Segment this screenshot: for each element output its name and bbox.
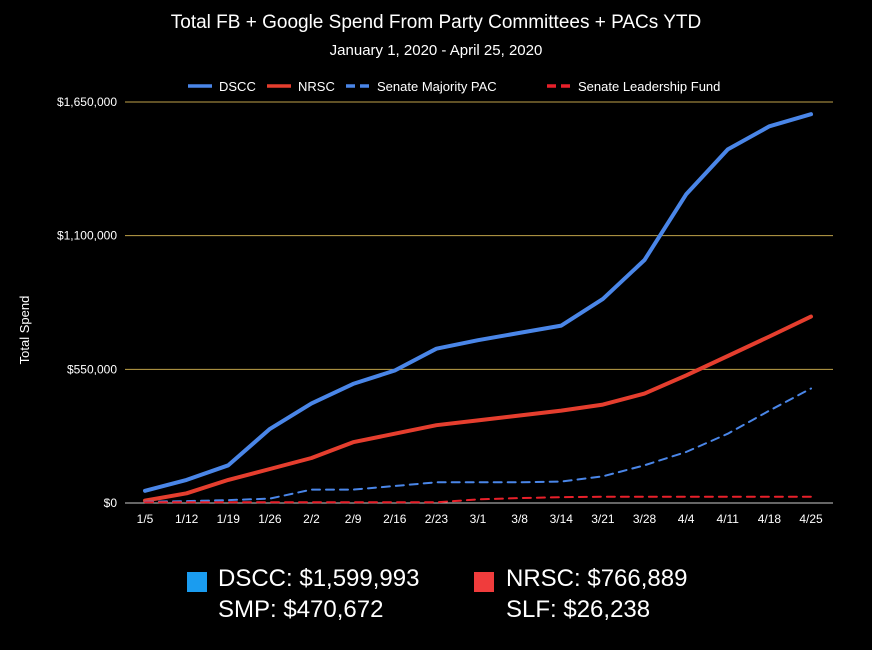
smp-total: SMP: $470,672 bbox=[218, 596, 384, 623]
gridlines bbox=[125, 101, 833, 504]
dscc-total: DSCC: $1,599,993 bbox=[218, 565, 420, 592]
x-tick-label: 4/18 bbox=[758, 512, 782, 526]
x-tick-label: 3/1 bbox=[470, 512, 487, 526]
series-line-senate-leadership-fund bbox=[144, 495, 812, 504]
y-tick-label: $1,100,000 bbox=[57, 229, 117, 243]
chart-title: Total FB + Google Spend From Party Commi… bbox=[171, 12, 701, 33]
legend-label: Senate Leadership Fund bbox=[578, 79, 720, 94]
legend-label: NRSC bbox=[298, 79, 335, 94]
nrsc-swatch bbox=[474, 572, 494, 592]
legend-label: DSCC bbox=[219, 79, 256, 94]
series-lines bbox=[143, 112, 813, 504]
dscc-swatch bbox=[187, 572, 207, 592]
y-tick-label: $1,650,000 bbox=[57, 95, 117, 109]
legend-label: Senate Majority PAC bbox=[377, 79, 497, 94]
x-tick-label: 4/25 bbox=[799, 512, 823, 526]
chart-subtitle: January 1, 2020 - April 25, 2020 bbox=[330, 42, 543, 59]
summary-totals: DSCC: $1,599,993 NRSC: $766,889 SMP: $47… bbox=[0, 560, 872, 650]
x-tick-label: 4/11 bbox=[717, 512, 740, 526]
y-tick-label: $550,000 bbox=[67, 362, 117, 376]
y-axis-label: Total Spend bbox=[17, 296, 32, 365]
x-tick-label: 1/5 bbox=[137, 512, 154, 526]
x-tick-label: 1/12 bbox=[175, 512, 199, 526]
y-tick-label: $0 bbox=[104, 496, 118, 510]
x-tick-label: 3/28 bbox=[633, 512, 657, 526]
line-chart: Total FB + Google Spend From Party Commi… bbox=[17, 12, 833, 526]
x-tick-label: 2/23 bbox=[425, 512, 449, 526]
x-tick-label: 3/14 bbox=[550, 512, 574, 526]
x-tick-label: 3/21 bbox=[591, 512, 615, 526]
x-tick-label: 4/4 bbox=[678, 512, 695, 526]
series-line-senate-majority-pac bbox=[144, 387, 812, 503]
y-axis-ticks: $0 $550,000 $1,100,000 $1,650,000 bbox=[57, 95, 117, 510]
x-axis-ticks: 1/5 1/12 1/19 1/26 2/2 2/9 2/16 2/23 3/1 3/8 3/14 3… bbox=[137, 512, 823, 526]
x-tick-label: 3/8 bbox=[511, 512, 528, 526]
series-line-nrsc bbox=[143, 314, 813, 503]
chart-legend: DSCC NRSC Senate Majority PAC Senate Leader… bbox=[188, 79, 720, 94]
x-tick-label: 1/19 bbox=[217, 512, 241, 526]
series-line-dscc bbox=[143, 112, 813, 493]
x-tick-label: 2/16 bbox=[383, 512, 407, 526]
x-tick-label: 2/2 bbox=[303, 512, 320, 526]
nrsc-total: NRSC: $766,889 bbox=[506, 565, 688, 592]
x-tick-label: 2/9 bbox=[345, 512, 362, 526]
x-tick-label: 1/26 bbox=[258, 512, 282, 526]
slf-total: SLF: $26,238 bbox=[506, 596, 651, 623]
